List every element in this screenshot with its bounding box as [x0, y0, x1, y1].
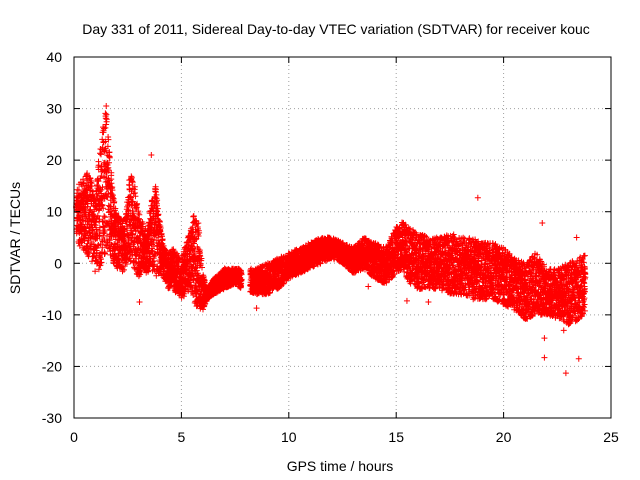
outlier-point [365, 283, 372, 290]
outlier-point [562, 370, 569, 377]
outlier-point [403, 297, 410, 304]
x-tick-label: 10 [281, 429, 297, 445]
data-point-cloud [73, 110, 589, 328]
y-tick-labels: -30 -20 -10 0 10 20 30 40 [42, 49, 62, 426]
outlier-point [148, 151, 155, 158]
outlier-point [573, 234, 580, 241]
x-tick-label: 25 [603, 429, 619, 445]
data-points [73, 102, 589, 377]
outlier-point [541, 335, 548, 342]
x-tick-labels: 0 5 10 15 20 25 [70, 429, 619, 445]
y-tick-label: -30 [42, 410, 62, 426]
outlier-point [425, 298, 432, 305]
axis-ticks [73, 56, 612, 419]
x-tick-label: 0 [70, 429, 78, 445]
y-tick-label: -20 [42, 358, 62, 374]
outlier-point [560, 327, 567, 334]
x-tick-label: 5 [178, 429, 186, 445]
x-axis-label: GPS time / hours [287, 458, 394, 474]
x-tick-label: 20 [496, 429, 512, 445]
y-tick-label: 0 [54, 255, 62, 271]
outlier-point [103, 102, 110, 109]
plot-frame [73, 56, 612, 419]
outlier-point [541, 354, 548, 361]
outlier-point [253, 305, 260, 312]
y-tick-label: -10 [42, 307, 62, 323]
outlier-point [539, 220, 546, 227]
outlier-point [474, 194, 481, 201]
x-tick-label: 15 [388, 429, 404, 445]
y-tick-label: 10 [46, 204, 62, 220]
y-axis-label: SDTVAR / TECUs [7, 182, 23, 294]
y-tick-label: 20 [46, 152, 62, 168]
chart-title: Day 331 of 2011, Sidereal Day-to-day VTE… [82, 21, 590, 37]
y-tick-label: 30 [46, 101, 62, 117]
outlier-point [575, 355, 582, 362]
outlier-point [136, 298, 143, 305]
y-tick-label: 40 [46, 49, 62, 65]
